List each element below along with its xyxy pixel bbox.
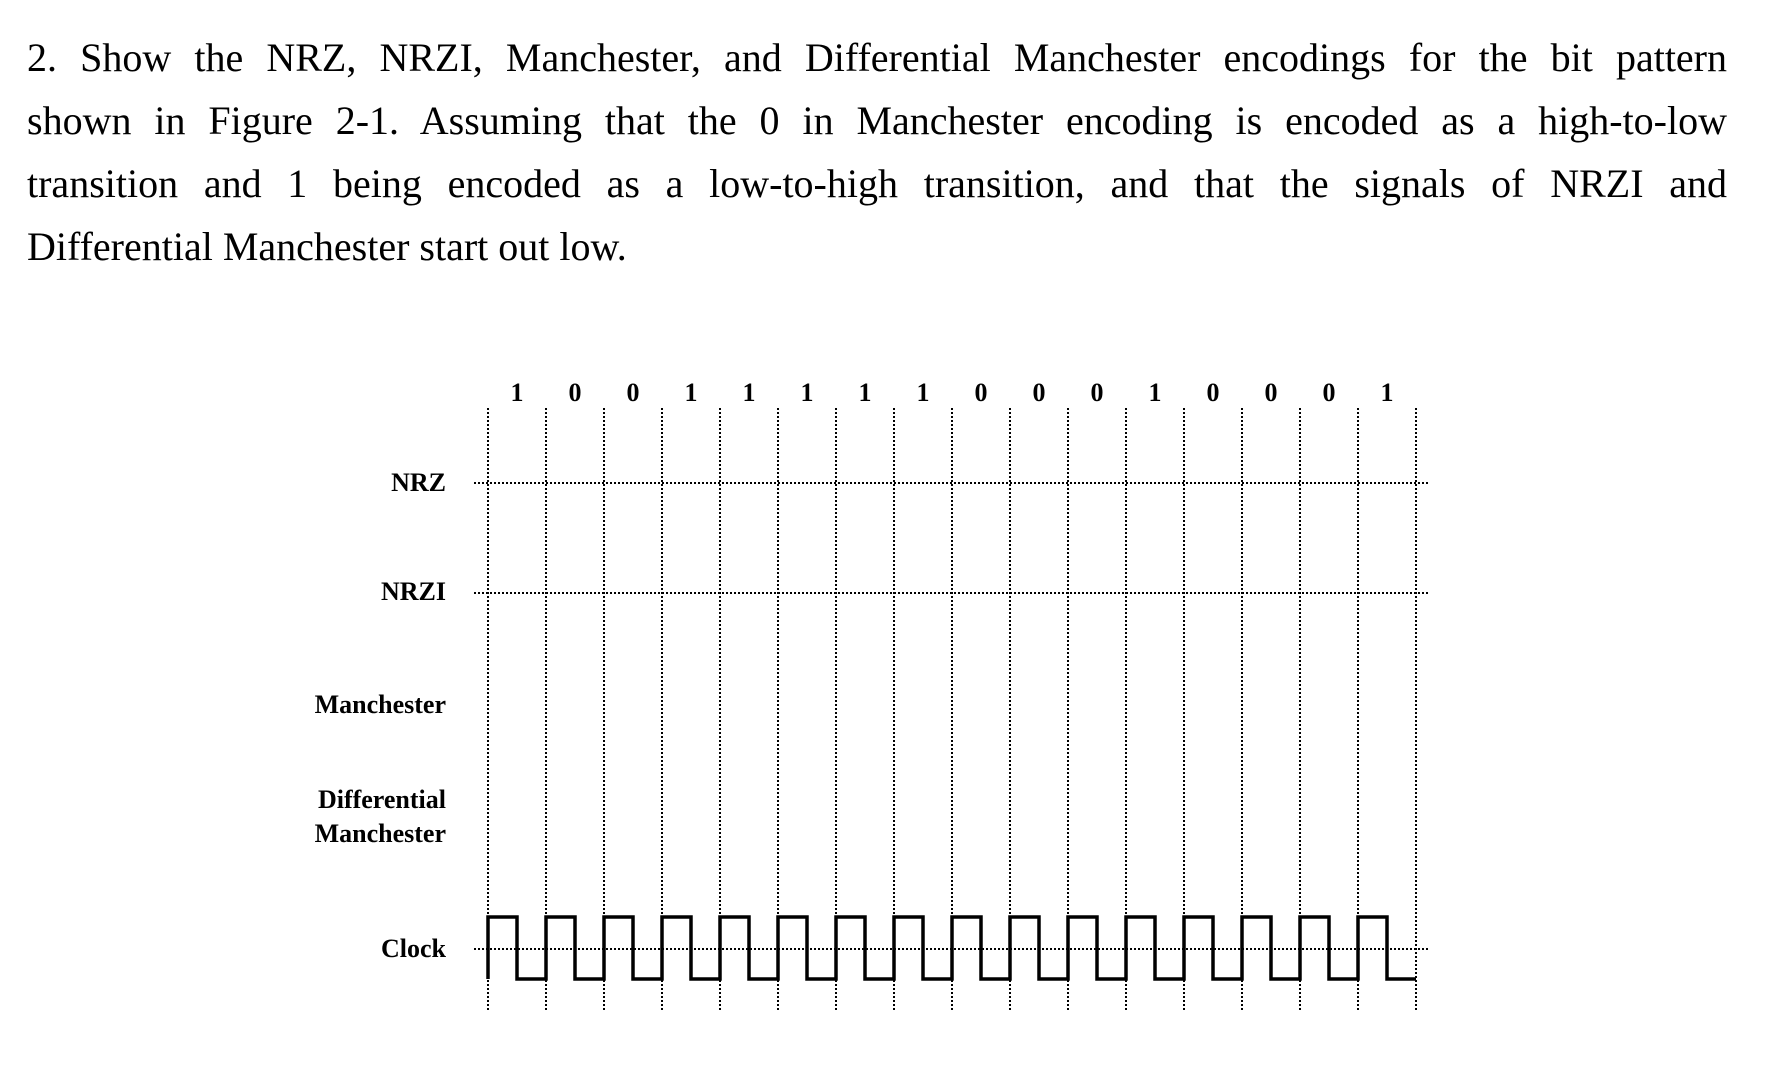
question-line-2: shown in Figure 2-1. Assuming that the 0… (27, 98, 1727, 143)
bit-label: 0 (1264, 378, 1278, 407)
bit-label: 1 (858, 378, 872, 407)
manchester-label: Manchester (314, 690, 446, 719)
bit-label: 1 (1148, 378, 1162, 407)
bit-label: 0 (1206, 378, 1220, 407)
bit-label: 1 (684, 378, 698, 407)
bit-label: 1 (742, 378, 756, 407)
question-line-4: Differential Manchester start out low. (27, 224, 627, 269)
bit-label: 1 (1380, 378, 1394, 407)
differential-manchester-label-line1: Differential (317, 785, 446, 814)
bit-label: 0 (1322, 378, 1336, 407)
bit-label: 0 (568, 378, 582, 407)
differential-manchester-label-line2: Manchester (314, 819, 446, 848)
nrz-label: NRZ (391, 468, 446, 497)
bit-label: 0 (1032, 378, 1046, 407)
bit-label: 0 (626, 378, 640, 407)
bit-label: 0 (1090, 378, 1104, 407)
bit-label: 1 (916, 378, 930, 407)
bit-label: 0 (974, 378, 988, 407)
bit-label: 1 (800, 378, 814, 407)
nrzi-label: NRZI (380, 577, 446, 606)
bit-label: 1 (510, 378, 524, 407)
question-text: 2. Show the NRZ, NRZI, Manchester, and D… (27, 26, 1727, 278)
clock-label: Clock (381, 934, 446, 963)
question-line-1: 2. Show the NRZ, NRZI, Manchester, and D… (27, 35, 1727, 80)
question-line-3: transition and 1 being encoded as a low-… (27, 161, 1727, 206)
clock-waveform (486, 915, 1416, 981)
